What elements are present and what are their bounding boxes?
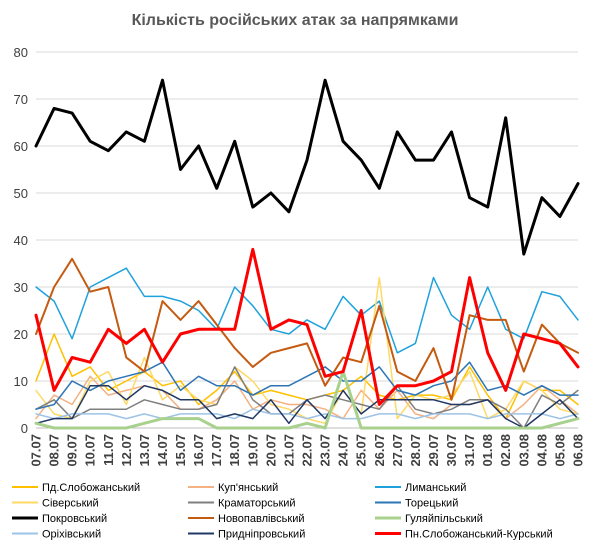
x-tick-label: 31.07 [462, 434, 477, 467]
y-tick-label: 10 [14, 374, 28, 389]
legend-item: Куп'янський [188, 482, 278, 494]
series-line [34, 370, 580, 430]
axes: 0 10 20 30 40 50 60 70 80 07.07 08.07 09.07 10.07 11.… [14, 45, 586, 467]
legend-item: Сіверський [12, 498, 99, 510]
legend-item: Пн.Слобожанський-Курський [375, 529, 553, 540]
legend-label: Пд.Слобожанський [42, 482, 140, 494]
x-tick-label: 29.07 [426, 434, 441, 467]
x-tick-label: 22.07 [300, 434, 315, 467]
x-tick-label: 30.07 [444, 434, 459, 467]
x-tick-label: 13.07 [137, 434, 152, 467]
series-line [35, 267, 579, 354]
x-tick-label: 19.07 [245, 434, 260, 467]
legend-label: Торецький [405, 498, 458, 510]
x-tick-label: 02.08 [498, 434, 513, 467]
y-tick-label: 50 [14, 186, 28, 201]
legend-item: Новопавлівський [188, 513, 304, 525]
x-tick-label: 04.08 [534, 434, 549, 467]
x-tick-label: 09.07 [65, 434, 80, 467]
series-line [35, 384, 579, 429]
x-tick-label: 11.07 [101, 434, 116, 466]
legend-label: Гуляйпільський [405, 513, 483, 525]
legend-label: Новопавлівський [218, 513, 304, 525]
x-tick-label: 23.07 [318, 434, 333, 467]
legend-label: Куп'янський [218, 482, 278, 494]
series-line [35, 257, 579, 401]
x-tick-label: 27.07 [390, 434, 405, 467]
y-tick-label: 40 [14, 233, 28, 248]
series-line [34, 78, 580, 256]
series-line [35, 408, 579, 420]
x-tick-label: 14.07 [155, 434, 170, 467]
legend-label: Покровський [42, 513, 107, 525]
legend-label: Пн.Слобожанський-Курський [405, 529, 553, 540]
legend-item: Краматорський [188, 498, 296, 510]
x-tick-label: 24.07 [336, 434, 351, 467]
x-tick-label: 15.07 [173, 434, 188, 467]
x-tick-label: 25.07 [354, 434, 369, 467]
x-tick-label: 06.08 [571, 434, 586, 467]
legend-label: Краматорський [218, 498, 296, 510]
x-tick-label: 12.07 [119, 434, 134, 467]
legend-item: Оріхівський [12, 529, 101, 540]
y-tick-label: 80 [14, 45, 28, 60]
x-tick-label: 21.07 [281, 434, 296, 467]
x-tick-label: 07.07 [29, 434, 44, 467]
x-tick-label: 08.07 [47, 434, 62, 467]
legend-item: Придніпровський [188, 529, 305, 540]
legend-item: Покровський [12, 513, 107, 525]
y-tick-label: 30 [14, 280, 28, 295]
series-line [35, 361, 579, 410]
series-line [35, 276, 579, 425]
x-tick-label: 28.07 [408, 434, 423, 467]
x-tick-label: 01.08 [480, 434, 495, 467]
series-line [35, 375, 579, 420]
x-tick-label: 17.07 [209, 434, 224, 467]
legend-label: Сіверський [42, 498, 99, 510]
y-tick-label: 70 [14, 92, 28, 107]
y-tick-label: 0 [21, 421, 28, 436]
x-tick-label: 05.08 [552, 434, 567, 467]
legend-item: Пд.Слобожанський [12, 482, 140, 494]
legend-item: Торецький [375, 498, 458, 510]
x-tick-label: 20.07 [263, 434, 278, 467]
legend: Пд.Слобожанський Куп'янський Лиманський Сів… [12, 482, 553, 540]
x-tick-label: 18.07 [227, 434, 242, 467]
series-lines [34, 78, 580, 430]
x-tick-label: 10.07 [83, 434, 98, 467]
x-tick-label: 03.08 [516, 434, 531, 467]
x-tick-label: 26.07 [372, 434, 387, 467]
legend-label: Оріхівський [42, 529, 101, 540]
legend-label: Лиманський [405, 482, 466, 494]
y-tick-label: 20 [14, 327, 28, 342]
chart-title: Кількість російських атак за напрямками [132, 12, 459, 29]
y-tick-label: 60 [14, 139, 28, 154]
legend-label: Придніпровський [218, 529, 305, 540]
x-tick-label: 16.07 [191, 434, 206, 467]
legend-item: Гуляйпільський [375, 513, 483, 525]
legend-item: Лиманський [375, 482, 466, 494]
series-line [34, 247, 580, 406]
